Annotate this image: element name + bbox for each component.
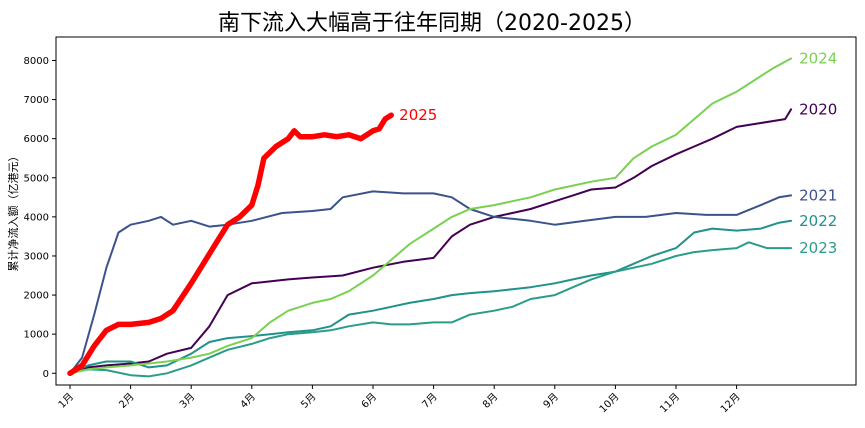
y-tick-label: 2000 bbox=[24, 291, 49, 302]
series-label-2023: 2023 bbox=[799, 239, 837, 257]
series-line-2023 bbox=[69, 241, 793, 378]
x-tick-label: 4月 bbox=[238, 391, 258, 411]
x-tick-label: 11月 bbox=[658, 391, 683, 416]
series-line-2024 bbox=[69, 57, 793, 375]
y-axis: 0 1000 2000 3000 4000 5000 6000 7000 8000 bbox=[24, 56, 56, 380]
x-tick-label: 6月 bbox=[359, 391, 379, 411]
x-axis: 1月 2月 3月 4月 5月 6月 7月 8月 9月 10月 11月 12月 bbox=[56, 385, 743, 415]
y-tick-label: 4000 bbox=[24, 212, 49, 223]
x-tick-label: 3月 bbox=[177, 391, 197, 411]
x-tick-label: 10月 bbox=[597, 391, 622, 416]
series-line-2021 bbox=[69, 190, 793, 375]
series-lines bbox=[67, 57, 793, 378]
plot-frame bbox=[55, 36, 857, 386]
x-tick-label: 2月 bbox=[117, 391, 137, 411]
x-tick-label: 1月 bbox=[56, 391, 76, 411]
y-tick-label: 6000 bbox=[24, 134, 49, 145]
series-label-2025: 2025 bbox=[399, 106, 437, 124]
x-tick-label: 5月 bbox=[298, 391, 318, 411]
series-label-2021: 2021 bbox=[799, 186, 837, 204]
series-line-2020 bbox=[69, 108, 793, 375]
series-label-2022: 2022 bbox=[799, 212, 837, 230]
chart-title: 南下流入大幅高于往年同期（2020-2025） bbox=[218, 11, 646, 36]
x-tick-label: 7月 bbox=[420, 391, 440, 411]
series-line-2025 bbox=[67, 112, 394, 377]
y-tick-label: 5000 bbox=[24, 173, 49, 184]
series-label-2020: 2020 bbox=[799, 100, 837, 118]
series-label-2024: 2024 bbox=[799, 50, 837, 68]
x-tick-label: 9月 bbox=[541, 391, 561, 411]
y-tick-label: 7000 bbox=[24, 95, 49, 106]
x-tick-label: 12月 bbox=[718, 391, 743, 416]
series-end-labels: 2020 2021 2022 2023 2024 2025 bbox=[399, 50, 837, 258]
y-tick-label: 0 bbox=[43, 369, 49, 380]
y-tick-label: 8000 bbox=[24, 56, 49, 67]
x-tick-label: 8月 bbox=[480, 391, 500, 411]
y-tick-label: 1000 bbox=[24, 330, 49, 341]
series-line-2022 bbox=[69, 219, 793, 375]
y-axis-label: 累计净流入额（亿港元） bbox=[6, 151, 20, 272]
y-tick-label: 3000 bbox=[24, 251, 49, 262]
